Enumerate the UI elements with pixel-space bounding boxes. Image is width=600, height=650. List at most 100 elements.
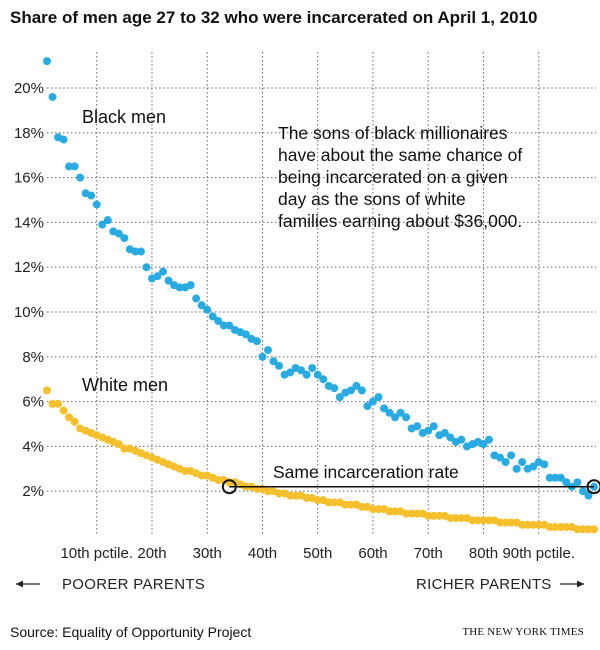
- white-men-point: [313, 496, 322, 505]
- black-men-point: [92, 200, 101, 209]
- white-men-point: [341, 500, 350, 509]
- black-men-point: [48, 92, 57, 101]
- white-men-point: [413, 509, 422, 518]
- black-men-point: [330, 384, 339, 393]
- black-men-point: [43, 57, 51, 66]
- white-men-point: [578, 525, 587, 534]
- white-men-point: [551, 523, 560, 532]
- white-men-point: [435, 511, 444, 520]
- comparison-marker: [221, 479, 600, 495]
- y-axis: 2% 4% 6% 8% 10% 12% 14% 16% 18% 20%: [14, 80, 44, 500]
- white-men-point: [429, 511, 438, 520]
- black-men-point: [136, 247, 145, 256]
- y-tick-label: 6%: [22, 394, 44, 411]
- black-men-point: [214, 316, 223, 325]
- black-men-point: [540, 460, 549, 469]
- black-men-point: [501, 458, 510, 467]
- white-men-point: [59, 406, 68, 415]
- black-men-point: [529, 462, 538, 471]
- white-men-point: [424, 511, 433, 520]
- black-men-point: [479, 440, 488, 449]
- black-men-point: [507, 451, 516, 460]
- annotation: The sons of black millionaires have abou…: [278, 123, 522, 231]
- annotation-line-2: have about the same chance of: [278, 145, 522, 165]
- black-men-point: [584, 491, 593, 500]
- black-men-point: [192, 294, 201, 303]
- annotation-line-5: families earning about $36,000.: [278, 211, 522, 231]
- black-men-point: [313, 370, 322, 379]
- y-tick-label: 16%: [14, 170, 44, 187]
- black-men-point: [368, 397, 377, 406]
- black-men-point: [103, 216, 112, 225]
- black-men-point: [175, 283, 184, 292]
- white-men-point: [468, 516, 477, 525]
- black-men-point: [87, 191, 96, 200]
- white-men-point: [357, 502, 366, 511]
- white-men-point: [54, 399, 63, 408]
- series-white-men: [43, 386, 598, 534]
- white-men-point: [451, 514, 460, 523]
- white-men-point: [534, 520, 543, 529]
- white-men-point: [529, 520, 538, 529]
- white-men-point: [501, 518, 510, 527]
- direction-right: RICHER PARENTS: [416, 576, 584, 593]
- black-men-point: [275, 361, 284, 370]
- black-men-point: [302, 370, 311, 379]
- white-men-point: [48, 399, 57, 408]
- y-tick-label: 4%: [22, 438, 44, 455]
- black-men-point: [203, 305, 212, 314]
- black-men-point: [335, 393, 344, 402]
- white-men-point: [385, 507, 394, 516]
- black-men-point: [457, 435, 466, 444]
- black-men-point: [258, 352, 267, 361]
- black-men-point: [357, 386, 366, 395]
- white-men-point: [214, 476, 223, 484]
- black-men-point: [219, 321, 228, 330]
- black-men-point: [429, 422, 438, 431]
- comparison-ring-white: [221, 479, 237, 495]
- black-men-point: [186, 281, 195, 290]
- white-men-point: [584, 525, 593, 534]
- y-tick-label: 20%: [14, 80, 44, 97]
- black-men-point: [120, 234, 129, 243]
- white-men-point: [496, 518, 505, 527]
- black-men-point: [578, 487, 587, 496]
- black-men-point: [346, 386, 355, 395]
- black-men-point: [308, 364, 317, 372]
- publisher-credit: THE NEW YORK TIMES: [462, 626, 584, 638]
- black-men-point: [297, 366, 306, 375]
- source-note: Source: Equality of Opportunity Project: [10, 624, 252, 640]
- black-men-point: [385, 408, 394, 417]
- annotation-line-3: being incarcerated on a given: [278, 167, 508, 187]
- black-men-point: [264, 346, 272, 355]
- black-men-point: [446, 433, 455, 442]
- black-men-point: [545, 473, 554, 482]
- black-men-point: [496, 453, 505, 462]
- white-men-point: [302, 493, 311, 502]
- black-men-point: [252, 337, 261, 346]
- white-men-point: [291, 491, 300, 500]
- x-tick-label: 10th pctile.: [60, 545, 133, 562]
- white-men-point: [181, 467, 190, 476]
- annotation-line-4: day as the sons of white: [278, 189, 466, 209]
- white-men-point: [286, 491, 295, 500]
- black-men-point: [76, 173, 85, 182]
- white-men-point: [197, 471, 206, 480]
- white-men-point: [446, 514, 455, 523]
- white-men-point: [518, 520, 527, 529]
- white-men-point: [485, 516, 493, 525]
- black-men-point: [402, 413, 411, 422]
- white-men-point: [407, 509, 416, 518]
- white-men-point: [330, 498, 339, 507]
- black-men-point: [197, 301, 206, 310]
- y-tick-label: 12%: [14, 259, 44, 276]
- black-men-point: [131, 247, 140, 256]
- white-men-point: [589, 525, 598, 534]
- white-men-point: [70, 417, 79, 426]
- white-men-point: [120, 444, 129, 453]
- y-tick-label: 8%: [22, 349, 44, 366]
- richer-parents-label: RICHER PARENTS: [416, 576, 552, 593]
- white-men-point: [324, 498, 333, 507]
- white-men-point: [507, 518, 516, 527]
